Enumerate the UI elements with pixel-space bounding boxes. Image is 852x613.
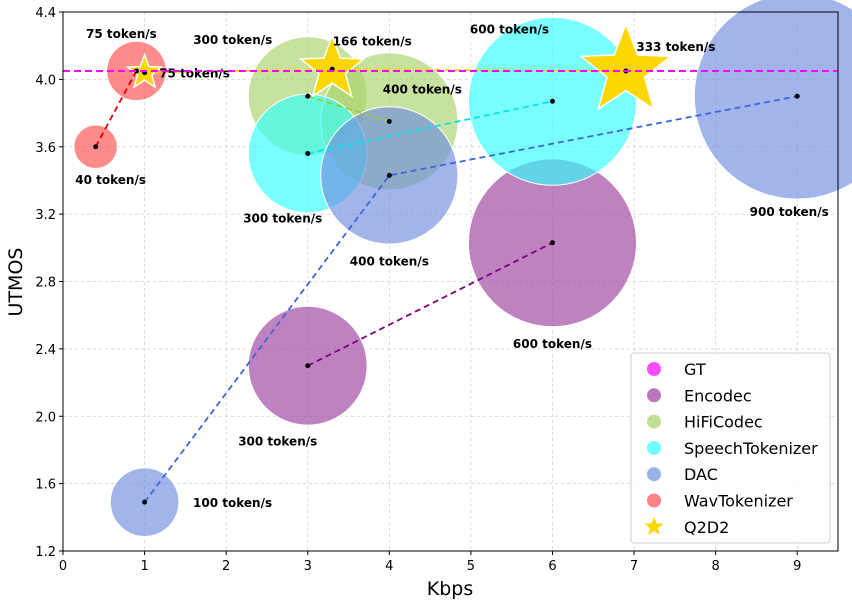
data-point xyxy=(386,172,392,178)
x-tick-label: 7 xyxy=(630,559,638,574)
point-label: 600 token/s xyxy=(470,22,549,36)
point-label: 400 token/s xyxy=(383,82,462,96)
point-label: 40 token/s xyxy=(75,173,146,187)
point-label: 900 token/s xyxy=(750,205,829,219)
legend-box xyxy=(630,352,831,544)
x-tick-label: 1 xyxy=(140,559,148,574)
legend: GT Encodec HiFiCodec SpeechTokenizer DAC WavT… xyxy=(630,352,831,544)
point-label: 300 token/s xyxy=(243,211,322,225)
y-tick-label: 1.6 xyxy=(35,478,56,493)
x-tick-label: 4 xyxy=(385,559,393,574)
point-label: 300 token/s xyxy=(238,435,317,449)
y-axis-label: UTMOS xyxy=(5,248,27,317)
x-tick-label: 6 xyxy=(548,559,556,574)
x-tick-label: 2 xyxy=(222,559,230,574)
legend-marker xyxy=(647,440,661,455)
x-axis-label: Kbps xyxy=(427,578,473,600)
x-tick-label: 8 xyxy=(711,559,719,574)
data-point xyxy=(549,98,555,104)
legend-entry: HiFiCodec xyxy=(684,413,763,432)
data-point xyxy=(305,93,311,99)
bubble xyxy=(693,0,852,200)
y-tick-label: 2.0 xyxy=(35,410,56,425)
y-tick-label: 3.2 xyxy=(35,208,56,223)
y-tick-label: 4.4 xyxy=(35,6,56,21)
legend-entry: SpeechTokenizer xyxy=(684,439,818,458)
series-line xyxy=(307,95,390,123)
data-point xyxy=(305,363,311,369)
x-tick-label: 9 xyxy=(793,559,801,574)
y-tick-label: 3.6 xyxy=(35,141,56,156)
y-tick-label: 4.0 xyxy=(35,73,56,88)
y-tick-label: 1.2 xyxy=(35,545,56,560)
data-point xyxy=(549,240,555,246)
point-label: 300 token/s xyxy=(193,33,272,47)
legend-marker xyxy=(647,467,661,482)
data-point xyxy=(794,93,800,99)
star-point xyxy=(298,33,366,98)
legend-entry: Q2D2 xyxy=(684,518,729,537)
point-label: 100 token/s xyxy=(193,496,272,510)
point-label: 333 token/s xyxy=(636,40,715,54)
point-label: 75 token/s xyxy=(159,67,230,81)
data-point xyxy=(305,150,311,156)
series-line xyxy=(143,95,798,503)
legend-marker xyxy=(647,414,661,429)
star-point xyxy=(579,21,673,111)
series-wavtokenizer xyxy=(73,40,167,169)
data-point xyxy=(93,144,99,150)
data-point xyxy=(386,118,392,124)
plot-frame xyxy=(62,11,839,552)
legend-marker xyxy=(647,388,661,403)
legend-entry: DAC xyxy=(684,465,718,484)
legend-entry: Encodec xyxy=(684,386,752,405)
x-tick-label: 5 xyxy=(467,559,475,574)
data-point xyxy=(142,499,148,505)
legend-marker xyxy=(647,362,661,376)
data-point xyxy=(133,68,139,74)
x-tick-label: 0 xyxy=(59,559,67,574)
y-tick-label: 2.8 xyxy=(35,276,56,291)
series-line xyxy=(307,241,553,367)
legend-marker xyxy=(647,493,661,508)
y-tick-label: 2.4 xyxy=(35,343,56,358)
series-line xyxy=(307,100,553,155)
point-label: 600 token/s xyxy=(513,337,592,351)
grid: 0 1 2 3 4 5 6 7 8 9 1.2 1.6 2.0 2.4 2.8 3.2 3.6 4.0 4.4 xyxy=(35,6,838,574)
point-label: 166 token/s xyxy=(333,34,412,48)
point-label: 400 token/s xyxy=(350,254,429,268)
legend-entry: WavTokenizer xyxy=(684,492,793,511)
legend-entry: GT xyxy=(684,360,706,379)
legend-star-icon xyxy=(644,516,664,535)
series-line xyxy=(94,70,138,148)
point-label: 75 token/s xyxy=(86,27,157,41)
x-tick-label: 3 xyxy=(304,559,312,574)
